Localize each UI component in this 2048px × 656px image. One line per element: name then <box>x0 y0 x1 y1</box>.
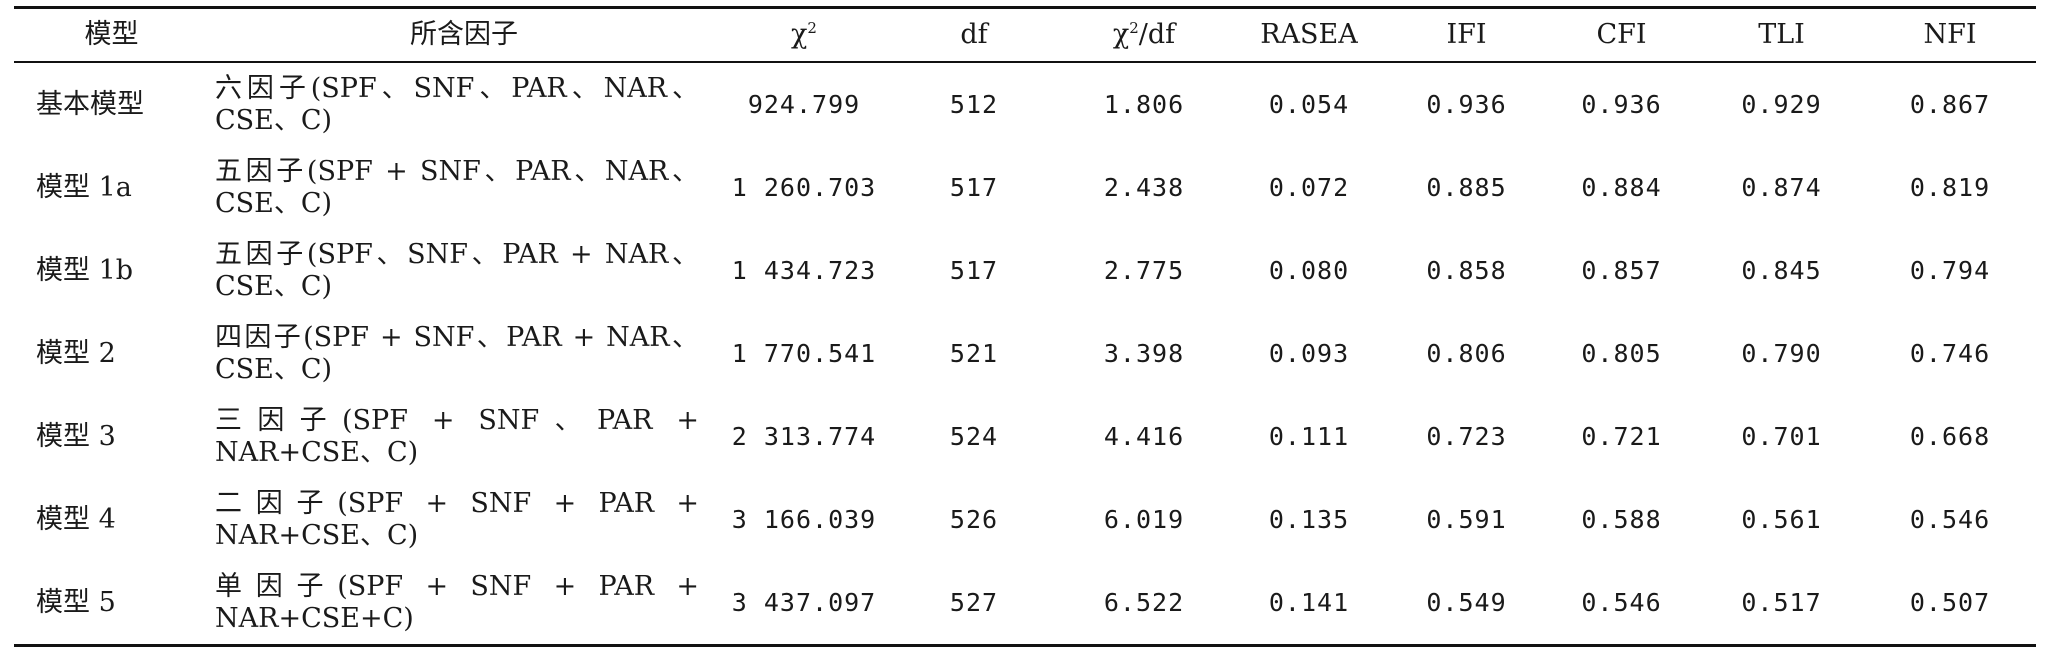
rasea-cell: 0.072 <box>1268 172 1350 202</box>
tli-cell: 0.701 <box>1741 421 1822 451</box>
tli-cell: 0.517 <box>1741 587 1822 617</box>
header-factors: 所含因子 <box>410 19 518 51</box>
factors-cell: 五因子(SPF、SNF、PAR + NAR、CSE、C) <box>215 238 699 302</box>
model-comparison-table: 模型 所含因子 χ2 df χ2/df RASEA IFI CFI TLI NF… <box>14 6 2036 647</box>
nfi-cell: 0.867 <box>1909 89 1991 119</box>
tli-cell: 0.561 <box>1741 504 1822 534</box>
ifi-cell: 0.806 <box>1426 338 1507 368</box>
header-chi2df-sup: 2 <box>1129 19 1139 38</box>
chi2-cell: 924.799 <box>747 89 861 119</box>
rasea-cell: 0.093 <box>1268 338 1350 368</box>
header-chi2-sup: 2 <box>807 19 817 38</box>
model-comparison-table-wrapper: 模型 所含因子 χ2 df χ2/df RASEA IFI CFI TLI NF… <box>14 6 2036 647</box>
cfi-cell: 0.936 <box>1581 89 1662 119</box>
chi2df-cell: 3.398 <box>1103 338 1185 368</box>
factors-cell: 六因子(SPF、SNF、PAR、NAR、CSE、C) <box>215 72 699 136</box>
table-row: 模型 4 二因子(SPF + SNF + PAR + NAR+CSE、C) 3 … <box>14 478 2036 561</box>
model-name-cell: 基本模型 <box>36 88 144 120</box>
chi2df-cell: 2.438 <box>1103 172 1185 202</box>
table-row: 模型 2 四因子(SPF + SNF、PAR + NAR、CSE、C) 1 77… <box>14 312 2036 395</box>
chi2-cell: 3 437.097 <box>731 587 877 617</box>
chi2-cell: 1 434.723 <box>731 255 877 285</box>
rasea-cell: 0.111 <box>1268 421 1350 451</box>
header-chi2: χ2 <box>719 8 889 63</box>
ifi-cell: 0.885 <box>1426 172 1507 202</box>
ifi-cell: 0.858 <box>1426 255 1507 285</box>
df-cell: 521 <box>949 338 999 368</box>
chi2-cell: 3 166.039 <box>731 504 877 534</box>
header-cfi: CFI <box>1596 19 1647 51</box>
table-row: 模型 3 三因子(SPF + SNF、PAR + NAR+CSE、C) 2 31… <box>14 395 2036 478</box>
model-name-cell: 模型 1b <box>36 254 134 286</box>
model-name-cell: 模型 3 <box>36 420 116 452</box>
table-row: 模型 5 单因子(SPF + SNF + PAR + NAR+CSE+C) 3 … <box>14 561 2036 646</box>
rasea-cell: 0.054 <box>1268 89 1350 119</box>
header-df: df <box>960 19 988 51</box>
cfi-cell: 0.588 <box>1581 504 1662 534</box>
factors-cell: 二因子(SPF + SNF + PAR + NAR+CSE、C) <box>215 487 699 551</box>
model-name-cell: 模型 1a <box>36 171 132 203</box>
ifi-cell: 0.723 <box>1426 421 1507 451</box>
df-cell: 517 <box>949 255 999 285</box>
header-rasea: RASEA <box>1260 19 1358 51</box>
table-row: 基本模型 六因子(SPF、SNF、PAR、NAR、CSE、C) 924.799 … <box>14 62 2036 146</box>
model-name-cell: 模型 2 <box>36 337 116 369</box>
chi2df-cell: 6.522 <box>1103 587 1185 617</box>
header-chi2df-suffix: /df <box>1138 19 1176 51</box>
ifi-cell: 0.936 <box>1426 89 1507 119</box>
tli-cell: 0.790 <box>1741 338 1822 368</box>
df-cell: 524 <box>949 421 999 451</box>
header-nfi: NFI <box>1923 19 1977 51</box>
tli-cell: 0.845 <box>1741 255 1822 285</box>
cfi-cell: 0.546 <box>1581 587 1662 617</box>
chi2-cell: 1 260.703 <box>731 172 877 202</box>
df-cell: 517 <box>949 172 999 202</box>
model-name-cell: 模型 5 <box>36 586 116 618</box>
df-cell: 526 <box>949 504 999 534</box>
rasea-cell: 0.135 <box>1268 504 1350 534</box>
header-ifi: IFI <box>1446 19 1487 51</box>
nfi-cell: 0.819 <box>1909 172 1991 202</box>
cfi-cell: 0.884 <box>1581 172 1662 202</box>
cfi-cell: 0.721 <box>1581 421 1662 451</box>
nfi-cell: 0.507 <box>1909 587 1991 617</box>
ifi-cell: 0.549 <box>1426 587 1507 617</box>
header-chi2df-symbol: χ <box>1112 19 1130 51</box>
df-cell: 527 <box>949 587 999 617</box>
nfi-cell: 0.794 <box>1909 255 1991 285</box>
chi2-cell: 2 313.774 <box>731 421 877 451</box>
header-row: 模型 所含因子 χ2 df χ2/df RASEA IFI CFI TLI NF… <box>14 7 2036 63</box>
cfi-cell: 0.857 <box>1581 255 1662 285</box>
chi2df-cell: 4.416 <box>1103 421 1185 451</box>
factors-cell: 五因子(SPF + SNF、PAR、NAR、CSE、C) <box>215 155 699 219</box>
model-name-cell: 模型 4 <box>36 503 116 535</box>
header-chi2-symbol: χ <box>791 19 808 51</box>
chi2-cell: 1 770.541 <box>731 338 877 368</box>
rasea-cell: 0.080 <box>1268 255 1350 285</box>
table-row: 模型 1b 五因子(SPF、SNF、PAR + NAR、CSE、C) 1 434… <box>14 229 2036 312</box>
chi2df-cell: 6.019 <box>1103 504 1185 534</box>
nfi-cell: 0.668 <box>1909 421 1991 451</box>
rasea-cell: 0.141 <box>1268 587 1350 617</box>
tli-cell: 0.929 <box>1741 89 1822 119</box>
chi2df-cell: 2.775 <box>1103 255 1185 285</box>
table-row: 模型 1a 五因子(SPF + SNF、PAR、NAR、CSE、C) 1 260… <box>14 146 2036 229</box>
cfi-cell: 0.805 <box>1581 338 1662 368</box>
factors-cell: 三因子(SPF + SNF、PAR + NAR+CSE、C) <box>215 404 699 468</box>
factors-cell: 四因子(SPF + SNF、PAR + NAR、CSE、C) <box>215 321 699 385</box>
chi2df-cell: 1.806 <box>1103 89 1185 119</box>
df-cell: 512 <box>949 89 999 119</box>
nfi-cell: 0.746 <box>1909 338 1991 368</box>
header-chi2df: χ2/df <box>1059 8 1229 63</box>
header-tli: TLI <box>1758 19 1805 51</box>
header-model: 模型 <box>84 19 139 51</box>
nfi-cell: 0.546 <box>1909 504 1991 534</box>
factors-cell: 单因子(SPF + SNF + PAR + NAR+CSE+C) <box>215 570 699 634</box>
ifi-cell: 0.591 <box>1426 504 1507 534</box>
tli-cell: 0.874 <box>1741 172 1822 202</box>
